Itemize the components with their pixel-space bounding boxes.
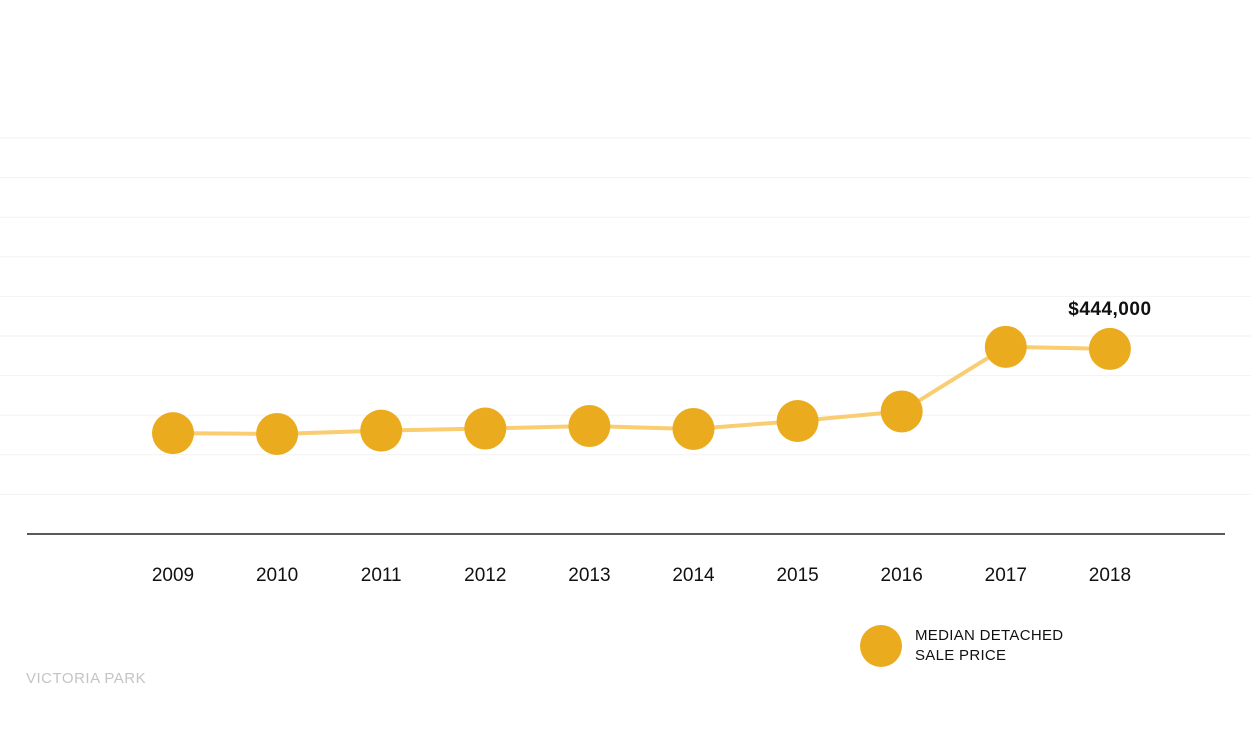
data-point-2014 (672, 407, 715, 450)
annotations: $444,000 (1068, 299, 1151, 320)
legend: MEDIAN DETACHED SALE PRICE (860, 625, 1063, 667)
data-point-2010 (256, 412, 299, 455)
x-tick-label-2012: 2012 (464, 565, 506, 586)
data-points (152, 325, 1131, 455)
legend-label: MEDIAN DETACHED SALE PRICE (915, 626, 1063, 666)
x-tick-label-2010: 2010 (256, 565, 298, 586)
data-point-2013 (568, 405, 611, 448)
footer-suburb-name: VICTORIA PARK (26, 670, 147, 687)
data-point-2018 (1088, 327, 1131, 370)
data-label-2018: $444,000 (1068, 299, 1151, 320)
data-point-2017 (984, 325, 1027, 368)
x-tick-label-2011: 2011 (361, 565, 402, 586)
x-tick-labels: 2009 2010 2011 2012 2013 2014 2015 2016 2017 2018 (152, 565, 1131, 586)
gridlines (0, 137, 1251, 495)
x-tick-label-2013: 2013 (568, 565, 610, 586)
legend-line-2: SALE PRICE (915, 647, 1007, 664)
data-point-2016 (880, 390, 923, 433)
x-tick-label-2009: 2009 (152, 565, 194, 586)
data-point-2012 (464, 407, 507, 450)
legend-line-1: MEDIAN DETACHED (915, 627, 1064, 644)
legend-marker (860, 625, 902, 667)
series-line (172, 344, 1110, 436)
x-tick-label-2017: 2017 (985, 565, 1027, 586)
data-point-2009 (152, 412, 194, 455)
x-tick-label-2015: 2015 (776, 565, 818, 586)
data-point-2015 (776, 400, 819, 443)
x-tick-label-2014: 2014 (672, 565, 715, 586)
x-tick-label-2018: 2018 (1089, 565, 1131, 586)
x-tick-label-2016: 2016 (881, 565, 923, 586)
data-point-2011 (360, 409, 403, 452)
